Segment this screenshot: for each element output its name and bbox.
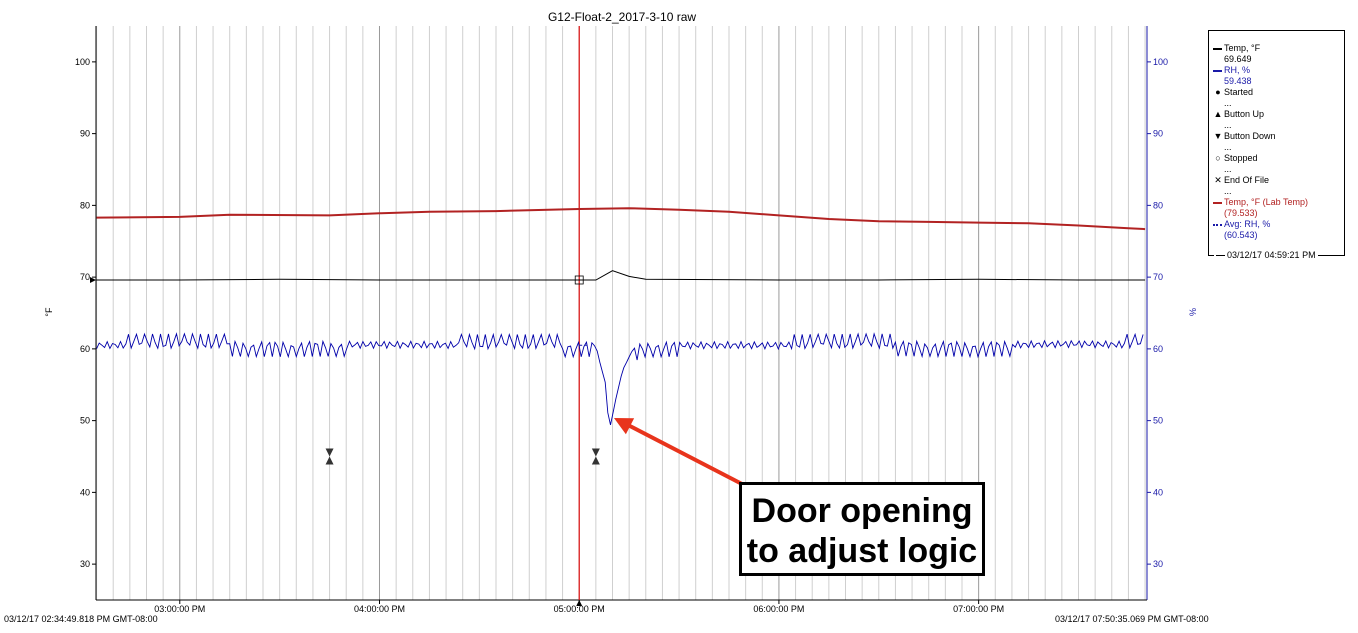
x-tick-label: 07:00:00 PM xyxy=(953,604,1004,614)
legend-label: RH, % xyxy=(1224,65,1251,75)
cursor-marker xyxy=(576,600,583,606)
y-tick-label-right: 30 xyxy=(1153,559,1163,569)
y-axis-label-right: % xyxy=(1188,308,1198,316)
button-down-marker xyxy=(591,448,600,457)
x-tick-label: 04:00:00 PM xyxy=(354,604,405,614)
legend-footer: 03/12/17 04:59:21 PM xyxy=(1214,250,1318,261)
x-tick-label: 03:00:00 PM xyxy=(154,604,205,614)
legend-value: ... xyxy=(1224,142,1232,152)
legend-footer-line xyxy=(1216,255,1225,256)
legend-item: ○ Stopped... xyxy=(1213,153,1344,175)
legend-footer-time: 03/12/17 04:59:21 PM xyxy=(1227,250,1316,260)
legend-item: Temp, °F 69.649 xyxy=(1213,43,1344,65)
legend-item: ● Started... xyxy=(1213,87,1344,109)
legend-row: ○ Stopped xyxy=(1213,153,1344,164)
chart-title: G12-Float-2_2017-3-10 raw xyxy=(548,10,696,24)
x-tick-label: 05:00:00 PM xyxy=(554,604,605,614)
legend-value: (79.533) xyxy=(1224,208,1258,218)
legend-item: Avg: RH, % (60.543) xyxy=(1213,219,1344,241)
x-end-label: 03/12/17 07:50:35.069 PM GMT-08:00 xyxy=(1055,614,1209,624)
legend-label: Button Down xyxy=(1224,131,1276,141)
y-tick-label-left: 80 xyxy=(80,200,90,210)
axes: 30 30 40 40 50 50 60 60 70 70 80 80 90 90 100 100 03:00:… xyxy=(75,26,1168,614)
legend-value: ... xyxy=(1224,186,1232,196)
x-tick-label: 06:00:00 PM xyxy=(753,604,804,614)
series-layer xyxy=(96,207,1146,425)
legend-label: Temp, °F xyxy=(1224,43,1261,53)
y-tick-label-right: 60 xyxy=(1153,344,1163,354)
button-up-marker xyxy=(325,456,334,465)
y-tick-label-left: 60 xyxy=(80,344,90,354)
legend-symbol-icon: ○ xyxy=(1215,153,1221,163)
legend-row: Temp, °F (Lab Temp) xyxy=(1213,197,1344,208)
legend-value: 59.438 xyxy=(1224,76,1252,86)
legend-row: ▲ Button Up xyxy=(1213,109,1344,120)
legend-row: RH, % xyxy=(1213,65,1344,76)
legend-label: Button Up xyxy=(1224,109,1265,119)
annotation-arrow xyxy=(614,418,743,486)
y-tick-label-right: 90 xyxy=(1153,129,1163,139)
button-down-marker xyxy=(325,448,334,457)
y-tick-label-right: 100 xyxy=(1153,57,1168,67)
legend-value: 69.649 xyxy=(1224,54,1252,64)
series-line-0 xyxy=(96,207,1146,231)
legend-row: Temp, °F xyxy=(1213,43,1344,54)
legend-label: Started xyxy=(1224,87,1254,97)
legend-label: Temp, °F (Lab Temp) xyxy=(1224,197,1308,207)
legend-value: (60.543) xyxy=(1224,230,1258,240)
annotation-arrow-line xyxy=(625,422,743,486)
legend-item: RH, % 59.438 xyxy=(1213,65,1344,87)
x-start-label: 03/12/17 02:34:49.818 PM GMT-08:00 xyxy=(4,614,158,624)
legend-row: ▼ Button Down xyxy=(1213,131,1344,142)
legend-swatch xyxy=(1213,223,1222,226)
y-tick-label-left: 90 xyxy=(80,129,90,139)
y-tick-label-left: 100 xyxy=(75,57,90,67)
y-tick-label-right: 50 xyxy=(1153,416,1163,426)
series-line-2 xyxy=(96,332,1144,425)
annotation-arrow-head xyxy=(614,418,635,435)
legend-label: End Of File xyxy=(1224,175,1270,185)
y-tick-label-left: 30 xyxy=(80,559,90,569)
legend-symbol-icon: ▲ xyxy=(1213,109,1223,119)
y-tick-label-right: 40 xyxy=(1153,487,1163,497)
legend-value: ... xyxy=(1224,120,1232,130)
legend-item: ▲ Button Up... xyxy=(1213,109,1344,131)
legend-symbol-icon: ✕ xyxy=(1214,175,1222,185)
y-tick-label-right: 70 xyxy=(1153,272,1163,282)
legend-row: ● Started xyxy=(1213,87,1344,98)
legend: Temp, °F 69.649 RH, % 59.438 ● Started... ▲ But… xyxy=(1208,30,1345,261)
left-axis-marker xyxy=(90,276,96,283)
event-markers xyxy=(325,448,600,465)
y-tick-label-left: 70 xyxy=(80,272,90,282)
legend-item: Temp, °F (Lab Temp) (79.533) xyxy=(1213,197,1344,219)
legend-item: ✕ End Of File... xyxy=(1213,175,1344,197)
y-tick-label-left: 40 xyxy=(80,487,90,497)
legend-swatch xyxy=(1213,47,1222,50)
legend-swatch xyxy=(1213,69,1222,72)
legend-label: Stopped xyxy=(1224,153,1258,163)
legend-swatch xyxy=(1213,201,1222,204)
series-line-1 xyxy=(96,270,1146,281)
legend-row: Avg: RH, % xyxy=(1213,219,1344,230)
grid-lines xyxy=(96,26,1146,600)
button-up-marker xyxy=(591,456,600,465)
y-tick-label-right: 80 xyxy=(1153,200,1163,210)
y-tick-label-left: 50 xyxy=(80,416,90,426)
legend-label: Avg: RH, % xyxy=(1224,219,1271,229)
legend-symbol-icon: ▼ xyxy=(1213,131,1223,141)
annotation-box: Door opening to adjust logic xyxy=(739,482,985,576)
legend-row: ✕ End Of File xyxy=(1213,175,1344,186)
legend-value: ... xyxy=(1224,164,1232,174)
legend-symbol-icon: ● xyxy=(1215,87,1221,97)
y-axis-label-left: °F xyxy=(44,307,54,317)
legend-value: ... xyxy=(1224,98,1232,108)
legend-item: ▼ Button Down... xyxy=(1213,131,1344,153)
